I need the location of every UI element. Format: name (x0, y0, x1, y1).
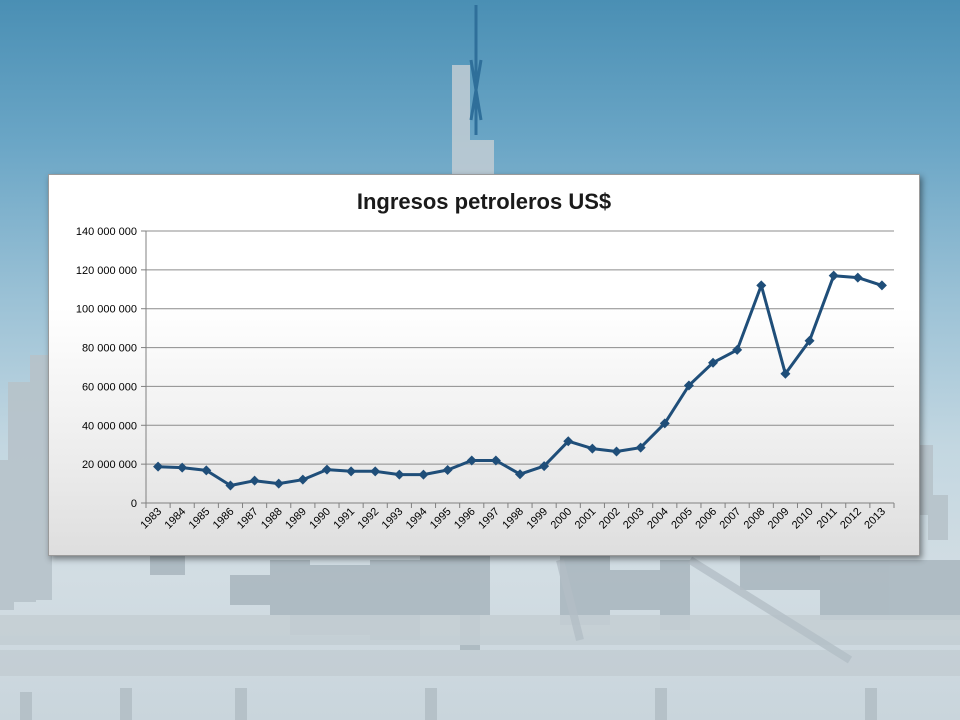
data-point-marker (515, 469, 525, 480)
data-point-marker (153, 461, 164, 472)
x-tick-label: 2006 (693, 506, 719, 532)
data-point-marker (708, 357, 719, 368)
data-point-marker (346, 466, 357, 477)
x-tick-label: 1997 (476, 506, 502, 532)
x-tick-label: 1991 (331, 506, 357, 532)
x-tick-label: 2009 (766, 506, 792, 532)
data-point-marker (683, 380, 694, 391)
data-point-marker (297, 474, 308, 485)
y-tick-label: 0 (131, 498, 137, 510)
data-point-marker (442, 464, 453, 475)
data-point-marker (418, 469, 429, 480)
x-tick-label: 2002 (597, 506, 623, 532)
x-tick-label: 2007 (717, 506, 743, 532)
y-tick-label: 80 000 000 (82, 343, 137, 355)
series-line (158, 274, 883, 487)
data-point-marker (828, 270, 839, 281)
x-tick-label: 1994 (404, 506, 430, 532)
data-point-marker (490, 455, 501, 466)
data-point-marker (876, 280, 887, 291)
x-tick-label: 2010 (790, 506, 816, 532)
x-tick-label: 2012 (838, 506, 864, 532)
chart-card: Ingresos petroleros US$ 0 20 000 000 40 00… (48, 174, 920, 556)
data-point-marker (466, 455, 477, 466)
data-point-marker (635, 442, 646, 453)
x-tick-label: 1998 (500, 506, 526, 532)
x-tick-label: 1983 (138, 506, 164, 532)
data-point-marker (563, 436, 574, 447)
data-point-marker (394, 469, 405, 480)
data-point-marker (321, 464, 332, 475)
y-tick-label: 140 000 000 (76, 226, 137, 238)
data-point-marker (659, 418, 670, 429)
x-tick-label: 1999 (524, 506, 550, 532)
x-tick-label: 1988 (259, 506, 285, 532)
x-tick-label: 1993 (380, 506, 406, 532)
x-tick-label: 1990 (307, 506, 333, 532)
x-tick-label: 2011 (815, 506, 840, 531)
x-tick-label: 1985 (187, 506, 213, 532)
data-point-marker (852, 272, 863, 283)
x-tick-label: 2004 (645, 506, 671, 532)
data-point-marker (611, 446, 622, 457)
data-point-marker (225, 480, 236, 491)
x-tick-label: 2001 (573, 506, 599, 532)
x-tick-label: 1986 (211, 506, 237, 532)
data-point-marker (756, 280, 767, 291)
data-point-marker (177, 462, 188, 473)
line-chart: 0 20 000 000 40 000 000 60 000 000 80 000 00… (76, 226, 895, 532)
x-tick-label: 1996 (452, 506, 478, 532)
x-tick-label: 2013 (862, 506, 888, 532)
data-point-marker (370, 466, 381, 477)
data-point-marker (780, 368, 791, 379)
x-tick-label: 2008 (742, 506, 768, 532)
x-tick-label: 1995 (428, 506, 454, 532)
x-tick-label: 1992 (356, 506, 382, 532)
data-point-marker (804, 335, 815, 346)
data-point-marker (587, 443, 598, 454)
y-tick-label: 20 000 000 (82, 459, 137, 471)
x-tick-label: 2005 (669, 506, 695, 532)
data-point-marker (273, 478, 284, 489)
y-tick-label: 120 000 000 (76, 265, 137, 277)
x-tick-label: 1984 (163, 506, 189, 532)
chart-title: Ingresos petroleros US$ (356, 189, 612, 214)
y-tick-label: 40 000 000 (82, 420, 137, 432)
data-point-marker (201, 465, 212, 476)
y-tick-label: 100 000 000 (76, 304, 137, 316)
data-point-marker (249, 475, 260, 486)
x-tick-label: 1987 (235, 506, 261, 532)
x-tick-label: 2003 (621, 506, 647, 532)
x-tick-label: 2000 (549, 506, 575, 532)
data-point-marker (732, 344, 743, 355)
y-tick-label: 60 000 000 (82, 381, 137, 393)
x-tick-label: 1989 (283, 506, 309, 532)
data-point-marker (539, 461, 550, 472)
